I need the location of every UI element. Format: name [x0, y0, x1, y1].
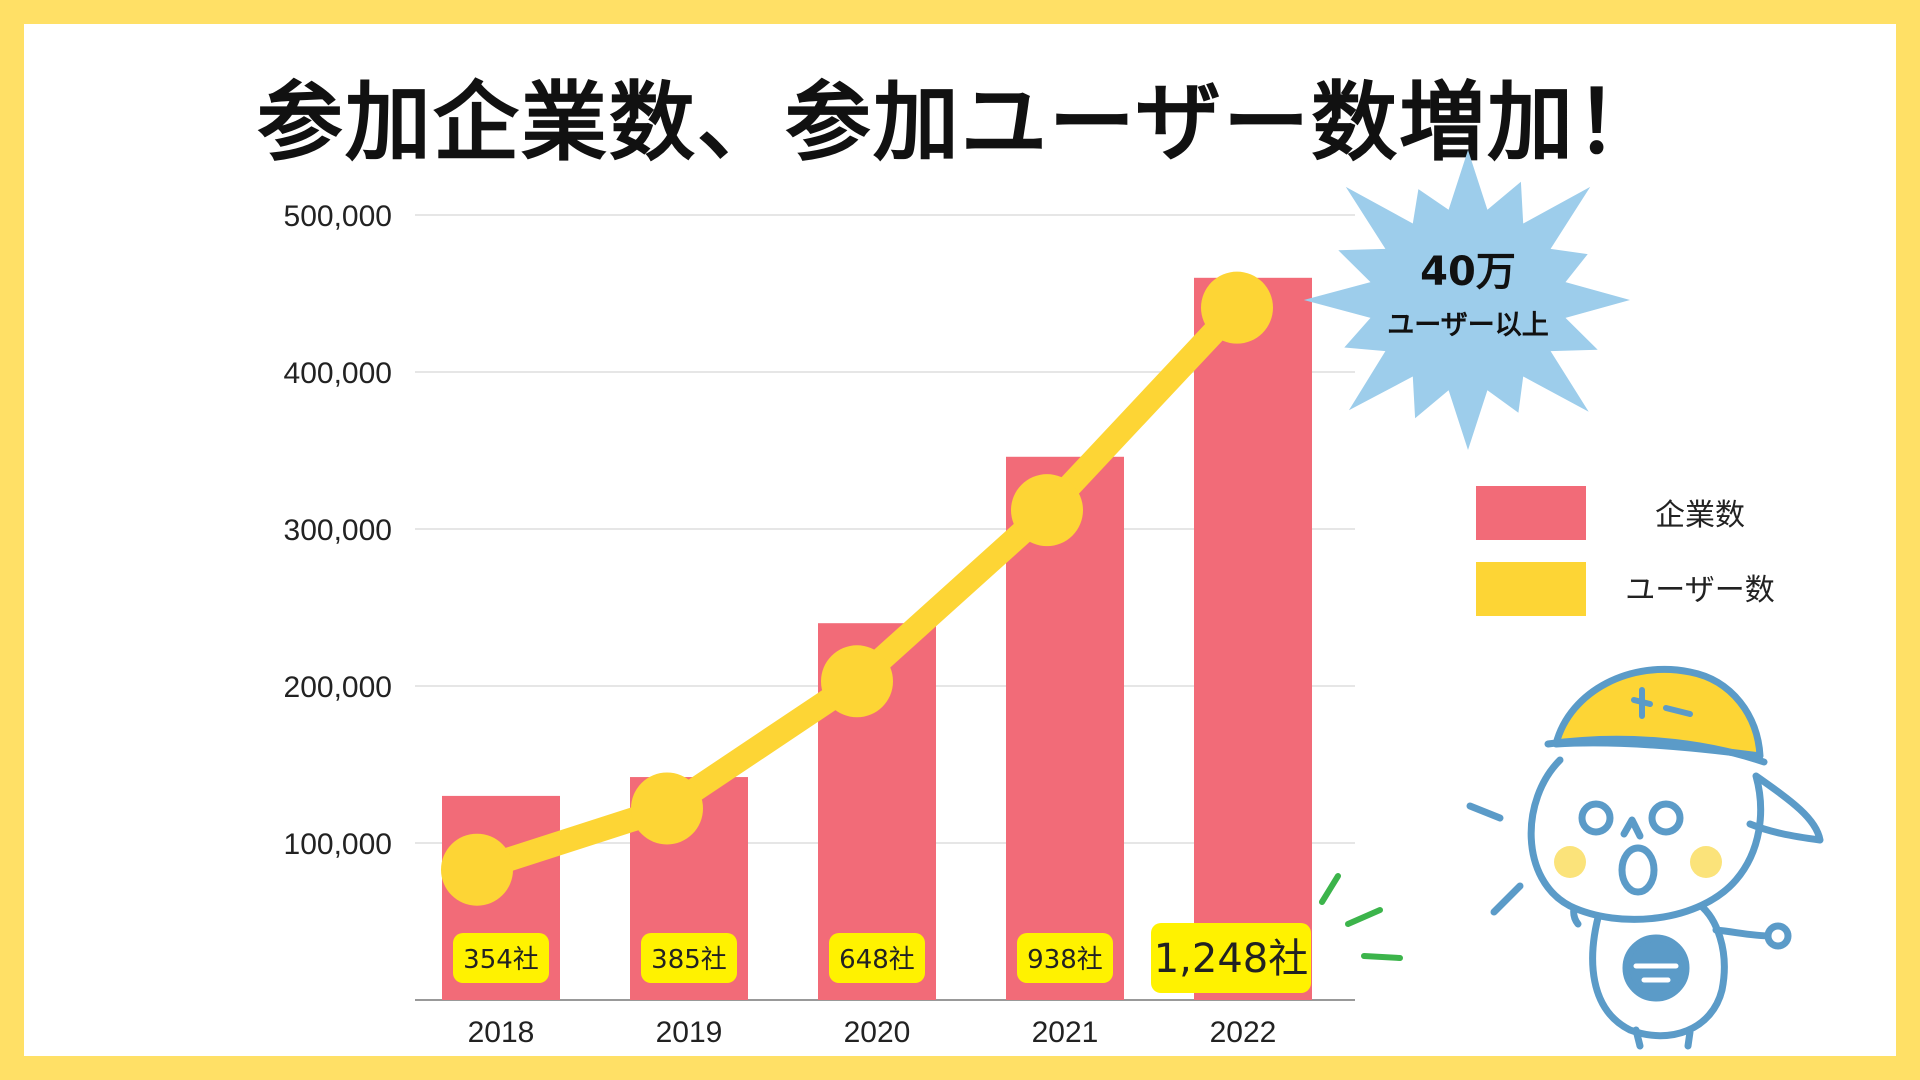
mascot-eye — [1578, 800, 1614, 836]
bar-2022 — [1194, 277, 1312, 1000]
helmet-brim — [1544, 735, 1768, 766]
user-point-2018 — [441, 833, 513, 906]
helmet-icon — [1552, 665, 1764, 760]
surprise-mark — [1490, 882, 1524, 916]
bar-value-label: 938社 — [1027, 945, 1103, 975]
annotation-big: 40万 — [1420, 249, 1516, 295]
mascot-leg — [1632, 1026, 1644, 1050]
x-tick-label: 2019 — [656, 1016, 723, 1049]
bar-value-label: 354社 — [463, 945, 539, 975]
x-tick-label: 2018 — [468, 1016, 535, 1049]
y-tick-label: 300,000 — [284, 514, 392, 547]
mascot-cheek — [1690, 846, 1722, 878]
bar-value-badge — [453, 933, 549, 983]
legend-swatch-companies — [1476, 486, 1586, 540]
emphasis-mark — [1345, 907, 1383, 927]
user-line — [441, 271, 1273, 906]
legend-label-users: ユーザー数 — [1625, 573, 1774, 608]
bar-value-label: 648社 — [839, 945, 915, 975]
mascot-leg — [1684, 1028, 1694, 1050]
y-tick-label: 500,000 — [284, 200, 392, 233]
emphasis-marks — [1319, 873, 1403, 961]
y-tick-label: 200,000 — [284, 671, 392, 704]
bar-value-badge — [829, 933, 925, 983]
mascot-cheek — [1554, 846, 1586, 878]
user-point-2020 — [821, 645, 893, 718]
starburst-annotation: 40万 ユーザー以上 — [1303, 150, 1630, 450]
x-tick-label: 2021 — [1032, 1016, 1099, 1049]
y-tick-label: 400,000 — [284, 357, 392, 390]
x-tick-label: 2020 — [844, 1016, 911, 1049]
x-axis: 2018 2019 2020 2021 2022 — [468, 1016, 1277, 1049]
mascot-badge-mark — [1633, 963, 1679, 983]
mascot-icon — [1466, 665, 1824, 1050]
surprise-mark — [1466, 802, 1504, 822]
legend-label-companies: 企業数 — [1655, 498, 1745, 533]
bar-value-label: 385社 — [651, 945, 727, 975]
mascot-eye — [1648, 800, 1684, 836]
x-tick-label: 2022 — [1210, 1016, 1277, 1049]
mascot-hand — [1764, 922, 1792, 950]
y-axis: 500,000 400,000 300,000 200,000 100,000 — [284, 200, 392, 861]
helmet-mark — [1631, 687, 1693, 719]
page-title: 参加企業数、参加ユーザー数増加！ — [256, 73, 1664, 173]
user-point-2019 — [631, 772, 703, 845]
user-point-2022 — [1201, 271, 1273, 344]
bar-value-badge — [1017, 933, 1113, 983]
legend-swatch-users — [1476, 562, 1586, 616]
bars: 354社 385社 648社 938社 1,248社 — [442, 277, 1312, 1000]
annotation-small: ユーザー以上 — [1387, 310, 1548, 341]
bar-2021 — [1006, 456, 1124, 1000]
mascot-arm — [1712, 926, 1776, 940]
bar-value-label: 1,248社 — [1154, 936, 1309, 982]
emphasis-mark — [1319, 873, 1341, 905]
starburst-shape — [1303, 150, 1630, 450]
bar-value-badge — [1151, 923, 1311, 993]
legend: 企業数 ユーザー数 — [1476, 486, 1775, 616]
user-point-2021 — [1011, 474, 1083, 547]
emphasis-mark — [1361, 953, 1403, 961]
bar-value-badge — [641, 933, 737, 983]
mascot-nose — [1620, 816, 1644, 840]
mascot-mouth — [1618, 844, 1658, 896]
mascot-head — [1527, 756, 1824, 923]
y-tick-label: 100,000 — [284, 828, 392, 861]
